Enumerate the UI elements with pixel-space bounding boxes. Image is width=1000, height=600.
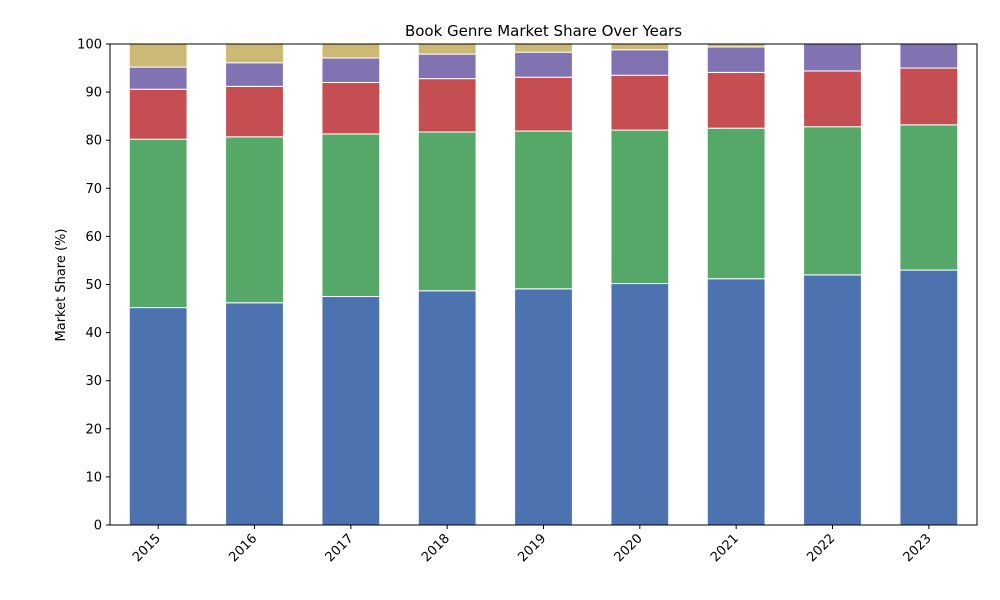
- bar-segment-2015-s3: [128, 88, 188, 140]
- y-tick-label: 20: [85, 422, 102, 437]
- bar-segment-2023-s1: [899, 269, 959, 526]
- bar-segment-2021-s4: [706, 46, 766, 73]
- y-tick-label: 90: [85, 86, 102, 101]
- x-tick-label: 2015: [130, 531, 164, 565]
- bar-segment-2019-s4: [514, 51, 573, 78]
- bar-segment-2017-s5: [321, 43, 381, 59]
- y-tick-label: 30: [85, 374, 102, 389]
- bar-segment-2022-s2: [803, 126, 862, 276]
- chart-title: Book Genre Market Share Over Years: [405, 22, 682, 40]
- bar-segment-2015-s4: [128, 66, 188, 90]
- y-tick-label: 0: [94, 519, 102, 534]
- bar-segment-2022-s3: [803, 70, 862, 128]
- bars-layer: [128, 43, 959, 526]
- bar-segment-2021-s2: [706, 127, 766, 280]
- bar-segment-2020-s3: [610, 74, 670, 131]
- x-tick-label: 2017: [323, 531, 357, 565]
- bar-segment-2017-s4: [321, 57, 381, 83]
- bar-segment-2018-s2: [417, 131, 477, 292]
- bar-segment-2018-s1: [417, 290, 477, 526]
- bar-segment-2015-s5: [128, 43, 188, 68]
- x-tick-label: 2016: [226, 531, 260, 565]
- bar-segment-2016-s4: [225, 62, 284, 87]
- bar-segment-2020-s2: [610, 129, 670, 285]
- bar-segment-2019-s1: [514, 288, 573, 526]
- y-tick-label: 80: [85, 134, 102, 149]
- bar-segment-2023-s3: [899, 67, 959, 126]
- bar-segment-2017-s1: [321, 296, 381, 526]
- y-tick-label: 100: [77, 38, 102, 53]
- bar-segment-2023-s2: [899, 124, 959, 271]
- bar-segment-2017-s2: [321, 133, 381, 298]
- bar-segment-2018-s4: [417, 53, 477, 80]
- bar-segment-2016-s2: [225, 136, 284, 304]
- bar-segment-2021-s1: [706, 278, 766, 526]
- y-tick-label: 50: [85, 278, 102, 293]
- bar-segment-2016-s5: [225, 43, 284, 64]
- bar-segment-2019-s2: [514, 130, 573, 290]
- bar-segment-2016-s3: [225, 85, 284, 138]
- y-axis-title: Market Share (%): [54, 229, 69, 342]
- bar-segment-2023-s4: [899, 43, 959, 69]
- x-tick-label: 2023: [901, 531, 935, 565]
- bar-segment-2020-s1: [610, 283, 670, 526]
- bar-segment-2022-s4: [803, 43, 862, 72]
- bar-segment-2020-s4: [610, 49, 670, 76]
- x-tick-label: 2019: [515, 531, 549, 565]
- y-tick-label: 60: [85, 230, 102, 245]
- bar-segment-2019-s5: [514, 43, 573, 53]
- x-tick-label: 2022: [804, 531, 838, 565]
- bar-segment-2018-s5: [417, 43, 477, 55]
- bar-segment-2018-s3: [417, 78, 477, 133]
- x-tick-label: 2021: [708, 531, 742, 565]
- bar-segment-2017-s3: [321, 81, 381, 135]
- y-tick-label: 40: [85, 326, 102, 341]
- bar-segment-2021-s3: [706, 71, 766, 129]
- y-tick-label: 70: [85, 182, 102, 197]
- x-tick-label: 2020: [612, 531, 646, 565]
- bar-segment-2022-s1: [803, 274, 862, 526]
- bar-segment-2019-s3: [514, 76, 573, 132]
- bar-segment-2016-s1: [225, 302, 284, 526]
- bar-segment-2015-s2: [128, 138, 188, 309]
- y-tick-label: 10: [85, 470, 102, 485]
- bar-segment-2015-s1: [128, 307, 188, 526]
- x-tick-label: 2018: [419, 531, 453, 565]
- bar-segment-2020-s5: [610, 43, 670, 51]
